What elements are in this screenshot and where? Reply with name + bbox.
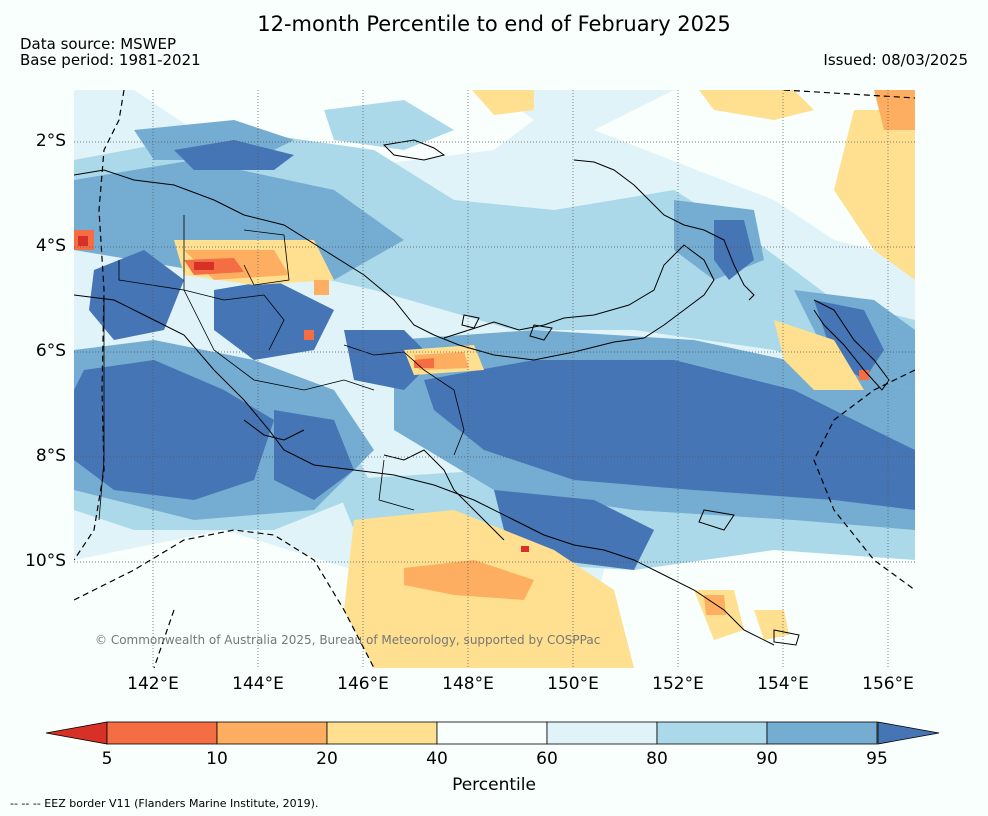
- colorbar-over-arrow: [877, 721, 940, 745]
- lon-label-154e: 154°E: [757, 674, 809, 694]
- eez-border-note: -- -- -- EEZ border V11 (Flanders Marine…: [10, 797, 319, 810]
- colorbar-bin-80-90: [656, 721, 768, 745]
- base-period-label: Base period: 1981-2021: [20, 51, 201, 69]
- colorbar-label-90: 90: [756, 749, 778, 769]
- lon-label-148e: 148°E: [442, 674, 494, 694]
- lat-label-8s: 8°S: [35, 446, 66, 466]
- colorbar-label-5: 5: [101, 749, 113, 769]
- colorbar-bin-5-10: [106, 721, 218, 745]
- copyright-notice: © Commonwealth of Australia 2025, Bureau…: [95, 633, 601, 647]
- colorbar: [45, 721, 940, 745]
- lat-label-10s: 10°S: [25, 551, 66, 571]
- colorbar-bin-40-60: [436, 721, 548, 745]
- lat-label-2s: 2°S: [35, 131, 66, 151]
- eez-borders: [74, 90, 915, 668]
- lon-label-150e: 150°E: [547, 674, 599, 694]
- percentile-band-below-5: [78, 236, 529, 552]
- colorbar-label-80: 80: [646, 749, 668, 769]
- coastlines: [74, 139, 890, 646]
- lon-label-156e: 156°E: [862, 674, 914, 694]
- colorbar-bin-10-20: [216, 721, 328, 745]
- colorbar-bin-20-40: [326, 721, 438, 745]
- lat-label-4s: 4°S: [35, 236, 66, 256]
- colorbar-label-40: 40: [426, 749, 448, 769]
- colorbar-under-arrow: [45, 721, 108, 745]
- issued-date-label: Issued: 08/03/2025: [823, 51, 968, 69]
- lon-label-144e: 144°E: [232, 674, 284, 694]
- colorbar-label-10: 10: [206, 749, 228, 769]
- colorbar-title: Percentile: [452, 775, 536, 795]
- lon-label-146e: 146°E: [337, 674, 389, 694]
- percentile-map: [74, 90, 915, 668]
- data-source-label: Data source: MSWEP: [20, 35, 177, 53]
- graticule: [74, 90, 915, 668]
- colorbar-label-95: 95: [866, 749, 888, 769]
- map-title: 12-month Percentile to end of February 2…: [257, 12, 731, 36]
- lat-label-6s: 6°S: [35, 341, 66, 361]
- lon-label-142e: 142°E: [127, 674, 179, 694]
- percentile-band-above-95: [74, 140, 915, 570]
- colorbar-bin-60-80: [546, 721, 658, 745]
- colorbar-label-20: 20: [316, 749, 338, 769]
- colorbar-bin-90-95: [766, 721, 878, 745]
- colorbar-label-60: 60: [536, 749, 558, 769]
- province-boundaries: [98, 215, 465, 521]
- lon-label-152e: 152°E: [652, 674, 704, 694]
